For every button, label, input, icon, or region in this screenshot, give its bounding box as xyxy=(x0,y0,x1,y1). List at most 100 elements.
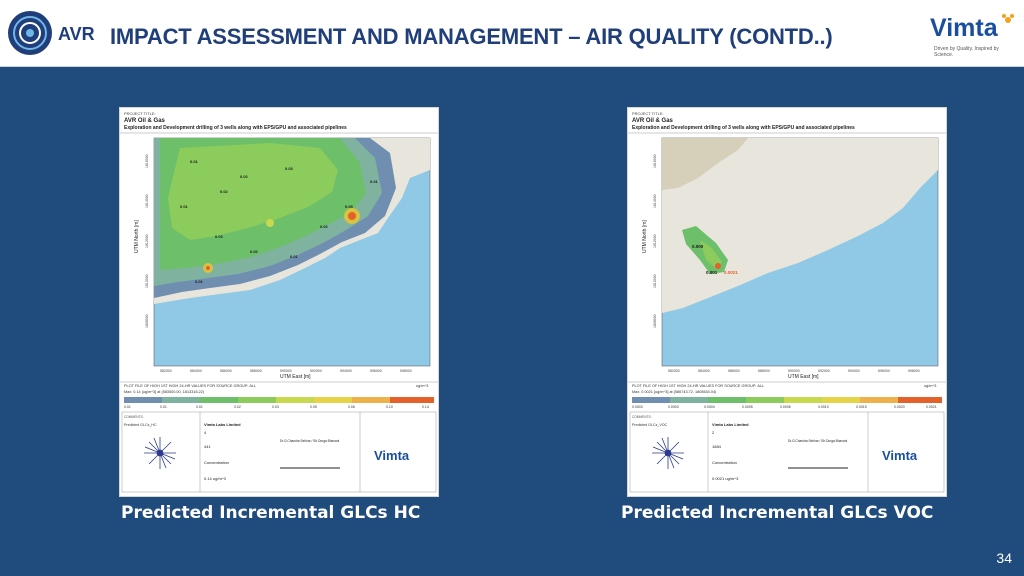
receptors-count: 441 xyxy=(204,444,211,449)
contour-plume-inner xyxy=(700,240,722,268)
contour-label: 0.03 xyxy=(215,234,224,239)
svg-text:1810000: 1810000 xyxy=(653,274,657,288)
glc-map-voc: PROJECT TITLE: AVR Oil & Gas Exploration… xyxy=(627,107,947,497)
svg-text:1808000: 1808000 xyxy=(653,314,657,328)
svg-text:0.0006: 0.0006 xyxy=(780,405,791,409)
contour-label: 0.02 xyxy=(250,249,259,254)
hotspot-1-core xyxy=(348,212,356,220)
hotspot-1 xyxy=(715,263,721,269)
svg-text:592000: 592000 xyxy=(818,369,830,373)
svg-text:0.02: 0.02 xyxy=(234,405,241,409)
svg-text:1812000: 1812000 xyxy=(653,234,657,248)
modeler: Dr.G.Chandra Sekhar / Sh.Durga Bhavani xyxy=(280,439,339,443)
hotspot-2-core xyxy=(206,266,210,270)
contour-label: 0.001 xyxy=(706,270,718,275)
vimta-logo-word: Vimta xyxy=(930,14,998,42)
glc-map-hc-figure: PROJECT TITLE: AVR Oil & Gas Exploration… xyxy=(120,111,438,493)
svg-text:0.10: 0.10 xyxy=(386,405,393,409)
svg-text:1816000: 1816000 xyxy=(653,154,657,168)
contour-label: 0.01 xyxy=(180,204,189,209)
svg-text:0.0015: 0.0015 xyxy=(856,405,867,409)
svg-text:0.01: 0.01 xyxy=(160,405,167,409)
svg-text:588000: 588000 xyxy=(250,369,262,373)
contour-high xyxy=(168,143,338,240)
svg-text:1814000: 1814000 xyxy=(653,194,657,208)
comments: Predicted GLCs_HC xyxy=(124,423,157,427)
svg-text:1814000: 1814000 xyxy=(145,194,149,208)
svg-text:588000: 588000 xyxy=(758,369,770,373)
page-title: IMPACT ASSESSMENT AND MANAGEMENT – AIR Q… xyxy=(110,24,833,49)
units-label: ug/m^3 xyxy=(924,384,936,388)
contour-label: 0.02 xyxy=(320,224,329,229)
svg-text:0.06: 0.06 xyxy=(348,405,355,409)
svg-text:582000: 582000 xyxy=(160,369,172,373)
caption-voc: Predicted Incremental GLCs VOC xyxy=(621,503,934,523)
svg-text:586000: 586000 xyxy=(728,369,740,373)
contour-label: 0.02 xyxy=(240,174,249,179)
svg-text:582000: 582000 xyxy=(668,369,680,373)
page-number: 34 xyxy=(996,550,1012,566)
svg-text:0.0003: 0.0003 xyxy=(668,405,679,409)
contour-label: 0.0021 xyxy=(724,270,738,275)
y-axis-label: UTM North [m] xyxy=(642,220,648,253)
svg-text:1808000: 1808000 xyxy=(145,314,149,328)
contour-label: 0.01 xyxy=(370,179,379,184)
company-name: Vimta Labs Limited xyxy=(204,422,241,427)
project-label: PROJECT TITLE: xyxy=(632,111,664,116)
svg-text:1812000: 1812000 xyxy=(145,234,149,248)
max-value: 0.14 ug/m^3 xyxy=(204,476,227,481)
wind-rose-icon xyxy=(652,437,684,469)
svg-text:598000: 598000 xyxy=(400,369,412,373)
svg-text:590000: 590000 xyxy=(280,369,292,373)
svg-text:0.0020: 0.0020 xyxy=(894,405,905,409)
svg-text:0.01: 0.01 xyxy=(124,405,131,409)
output-type: Concentration xyxy=(712,460,737,465)
svg-text:584000: 584000 xyxy=(190,369,202,373)
svg-text:0.14: 0.14 xyxy=(422,405,429,409)
sources-count: 4 xyxy=(204,430,207,435)
svg-text:0.0004: 0.0004 xyxy=(704,405,715,409)
svg-text:592000: 592000 xyxy=(310,369,322,373)
svg-text:1810000: 1810000 xyxy=(145,274,149,288)
avr-logo-text: AVR xyxy=(58,24,95,44)
y-axis-label: UTM North [m] xyxy=(134,220,140,253)
vimta-watermark: Vimta xyxy=(374,448,410,463)
legend-bar xyxy=(124,397,434,403)
svg-text:590000: 590000 xyxy=(788,369,800,373)
svg-text:0.0010: 0.0010 xyxy=(818,405,829,409)
modeler: Dr.G.Chandra Sekhar / Sh.Durga Bhavani xyxy=(788,439,847,443)
plot-note: PLOT FILE OF HIGH 1ST HIGH 24-HR VALUES … xyxy=(632,384,764,388)
svg-text:0.05: 0.05 xyxy=(310,405,317,409)
comments: Predicted GLCs_VOC xyxy=(632,423,668,427)
plot-max: Max: 0.0021 [ug/m^3] at (586743.72, 1808… xyxy=(632,390,717,394)
contour-label: 0.01 xyxy=(195,279,204,284)
project-title: AVR Oil & Gas xyxy=(632,118,674,124)
svg-text:594000: 594000 xyxy=(340,369,352,373)
sources-count: 2 xyxy=(712,430,715,435)
glc-map-voc-figure: PROJECT TITLE: AVR Oil & Gas Exploration… xyxy=(628,111,946,493)
svg-text:0.0005: 0.0005 xyxy=(742,405,753,409)
contour-label: 0.03 xyxy=(285,166,294,171)
max-value: 0.0021 ug/m^3 xyxy=(712,476,739,481)
avr-logo-mark: AVR xyxy=(8,11,95,55)
svg-text:584000: 584000 xyxy=(698,369,710,373)
legend-bar xyxy=(632,397,942,403)
vimta-watermark: Vimta xyxy=(882,448,918,463)
svg-text:596000: 596000 xyxy=(878,369,890,373)
project-subtitle: Exploration and Development drilling of … xyxy=(124,125,347,131)
project-label: PROJECT TITLE: xyxy=(124,111,156,116)
vimta-logo-tagline: Driven by Quality. Inspired by Science. xyxy=(934,46,999,58)
slide-header: AVR IMPACT ASSESSMENT AND MANAGEMENT – A… xyxy=(0,0,1024,67)
wind-rose-icon xyxy=(144,437,176,469)
svg-text:1816000: 1816000 xyxy=(145,154,149,168)
vimta-logo-mark xyxy=(1002,14,1014,23)
output-type: Concentration xyxy=(204,460,229,465)
units-label: ug/m^3 xyxy=(416,384,428,388)
svg-text:COMMENTS:: COMMENTS: xyxy=(632,415,652,419)
project-title: AVR Oil & Gas xyxy=(124,118,166,124)
x-axis-label: UTM East [m] xyxy=(788,374,819,380)
map-river xyxy=(662,138,748,190)
map-land xyxy=(662,138,938,313)
contour-label: 0.000 xyxy=(692,244,704,249)
project-subtitle: Exploration and Development drilling of … xyxy=(632,125,855,131)
